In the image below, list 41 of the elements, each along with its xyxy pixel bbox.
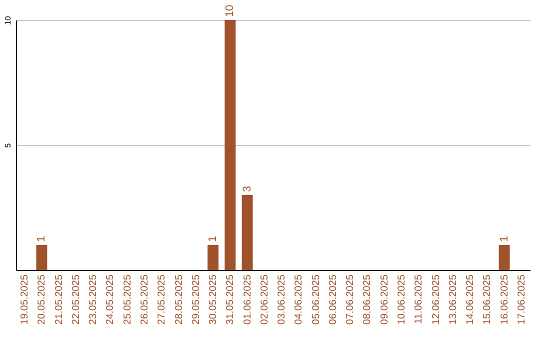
data-label: 3	[241, 186, 254, 192]
x-tick-label: 03.06.2025	[276, 274, 288, 325]
x-tick-label: 13.06.2025	[448, 274, 459, 325]
x-tick-label: 04.06.2025	[294, 274, 305, 325]
data-label: 1	[498, 236, 510, 242]
data-label: 10	[224, 4, 236, 17]
data-label: 1	[207, 236, 220, 242]
x-tick-label: 31.05.2025	[225, 274, 236, 325]
x-tick-label: 19.05.2025	[20, 274, 31, 325]
bar	[224, 20, 236, 270]
bar	[208, 245, 219, 270]
x-tick-label: 08.06.2025	[362, 274, 374, 325]
bar	[242, 195, 253, 270]
x-tick-label: 16.06.2025	[499, 274, 510, 325]
x-tick-label: 10.06.2025	[396, 274, 408, 325]
bar	[36, 245, 48, 270]
x-tick-label: 17.06.2025	[516, 274, 528, 325]
x-tick-label: 09.06.2025	[379, 274, 390, 325]
x-tick-label: 24.05.2025	[105, 274, 116, 325]
x-tick-label: 11.06.2025	[414, 274, 425, 324]
bar	[498, 245, 510, 270]
x-tick-label: 22.05.2025	[70, 274, 82, 325]
x-tick-label: 02.06.2025	[259, 274, 270, 325]
x-tick-label: 07.06.2025	[345, 274, 356, 325]
x-tick-label: 12.06.2025	[430, 274, 442, 325]
x-tick-label: 14.06.2025	[465, 274, 476, 325]
x-tick-label: 25.05.2025	[122, 274, 134, 325]
x-tick-label: 06.06.2025	[328, 274, 339, 325]
data-label: 1	[36, 236, 48, 242]
x-tick-label: 27.05.2025	[156, 274, 168, 325]
y-tick-label: 5	[4, 142, 12, 148]
x-tick-label: 15.06.2025	[482, 274, 494, 325]
x-tick-label: 29.05.2025	[190, 274, 202, 325]
x-tick-label: 30.05.2025	[208, 274, 220, 325]
x-tick-label: 21.05.2025	[54, 274, 65, 325]
x-tick-label: 23.05.2025	[88, 274, 100, 325]
x-tick-label: 05.06.2025	[310, 274, 322, 325]
x-tick-label: 28.05.2025	[174, 274, 185, 325]
x-tick-label: 20.05.2025	[36, 274, 48, 325]
x-tick-label: 26.05.2025	[140, 274, 150, 325]
x-tick-label: 01.06.2025	[242, 274, 254, 325]
